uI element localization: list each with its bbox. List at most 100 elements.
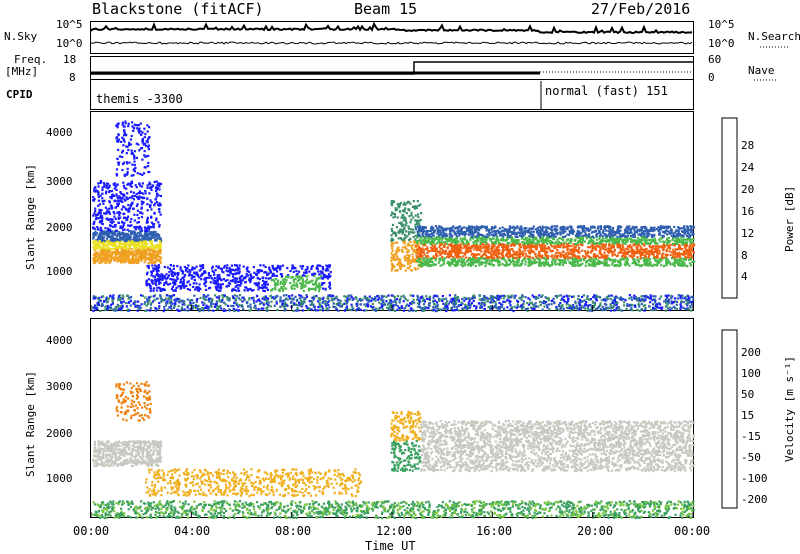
power-cell bbox=[677, 231, 680, 234]
power-cell bbox=[521, 262, 524, 265]
power-cell bbox=[216, 274, 219, 277]
power-cell bbox=[119, 226, 122, 229]
power-cell bbox=[227, 270, 230, 273]
power-cell bbox=[166, 277, 169, 280]
power-cell bbox=[109, 220, 112, 223]
power-cell bbox=[512, 238, 515, 241]
power-cell bbox=[105, 184, 108, 188]
power-cell bbox=[631, 234, 635, 237]
power-cell bbox=[432, 240, 435, 243]
power-cell bbox=[498, 264, 501, 267]
power-cell bbox=[326, 277, 330, 280]
power-cell bbox=[192, 285, 195, 288]
power-cell bbox=[238, 264, 241, 267]
power-cell bbox=[129, 235, 132, 238]
power-cell bbox=[315, 267, 318, 270]
power-cell bbox=[633, 261, 636, 265]
power-cell bbox=[121, 196, 124, 199]
power-cell bbox=[211, 270, 214, 273]
power-cell bbox=[647, 264, 650, 267]
power-cell bbox=[621, 258, 624, 261]
power-cell bbox=[434, 263, 437, 266]
power-cell bbox=[392, 238, 395, 242]
power-cell bbox=[444, 228, 447, 231]
power-cell bbox=[113, 215, 116, 218]
power-cell bbox=[125, 173, 129, 176]
power-cell bbox=[146, 197, 149, 200]
power-cell bbox=[234, 281, 237, 284]
power-cell bbox=[604, 226, 607, 229]
power-cell bbox=[553, 233, 556, 236]
power-cell bbox=[682, 226, 685, 230]
power-cell bbox=[450, 243, 453, 246]
power-cell bbox=[424, 240, 427, 244]
power-cell bbox=[147, 154, 150, 157]
power-cell bbox=[392, 242, 395, 245]
power-cell bbox=[425, 255, 428, 258]
power-cell bbox=[576, 242, 579, 245]
power-cell bbox=[141, 173, 144, 176]
power-cell bbox=[94, 248, 97, 251]
power-cell bbox=[106, 217, 109, 220]
power-cell bbox=[469, 231, 472, 234]
power-cell bbox=[158, 276, 161, 279]
power-cell bbox=[513, 232, 516, 235]
power-cell bbox=[599, 247, 602, 251]
power-cell bbox=[409, 237, 412, 240]
power-cell bbox=[640, 248, 643, 251]
power-cell bbox=[668, 232, 671, 235]
power-cell bbox=[448, 239, 451, 242]
power-cell bbox=[319, 286, 322, 289]
power-cell bbox=[413, 249, 417, 252]
power-cell bbox=[467, 259, 470, 262]
power-cell bbox=[532, 239, 535, 242]
power-cell bbox=[115, 174, 119, 177]
power-cell bbox=[669, 247, 672, 250]
power-cell bbox=[290, 276, 293, 279]
power-cell bbox=[673, 263, 676, 266]
power-cell bbox=[481, 254, 484, 257]
power-cell bbox=[434, 258, 437, 261]
power-cell bbox=[137, 235, 140, 238]
power-cell bbox=[649, 262, 652, 265]
power-cell bbox=[655, 228, 658, 231]
power-cell bbox=[526, 239, 529, 243]
power-cell bbox=[115, 124, 118, 127]
power-cell bbox=[503, 245, 506, 248]
power-cell bbox=[455, 235, 458, 238]
power-cell bbox=[161, 276, 164, 279]
power-cell bbox=[99, 226, 102, 229]
power-cell bbox=[638, 228, 641, 231]
power-cell bbox=[130, 218, 133, 221]
power-cell bbox=[397, 246, 400, 249]
power-cell bbox=[135, 246, 138, 249]
power-cell bbox=[146, 209, 149, 212]
power-cell bbox=[679, 241, 682, 244]
power-cell bbox=[415, 220, 418, 224]
power-cell bbox=[92, 196, 95, 199]
power-cell bbox=[588, 241, 591, 244]
power-cell bbox=[252, 289, 255, 292]
power-cell bbox=[463, 233, 467, 236]
power-cell bbox=[109, 254, 112, 257]
power-cell bbox=[114, 255, 117, 258]
power-cell bbox=[659, 260, 662, 263]
power-cell bbox=[418, 220, 421, 223]
power-cell bbox=[690, 243, 693, 246]
power-cell bbox=[597, 225, 600, 228]
power-cell bbox=[200, 273, 204, 277]
power-cell bbox=[98, 253, 101, 256]
power-cell bbox=[622, 254, 625, 257]
power-cell bbox=[93, 212, 96, 215]
power-cell bbox=[138, 242, 141, 245]
power-cell bbox=[395, 249, 398, 252]
power-cell bbox=[127, 122, 130, 125]
power-cell bbox=[622, 234, 625, 237]
power-cell bbox=[112, 232, 115, 235]
power-cell bbox=[592, 246, 595, 249]
power-cell bbox=[678, 255, 682, 258]
power-cell bbox=[169, 277, 172, 281]
power-cell bbox=[271, 264, 274, 267]
power-cell bbox=[455, 256, 458, 259]
power-cell bbox=[138, 127, 141, 130]
